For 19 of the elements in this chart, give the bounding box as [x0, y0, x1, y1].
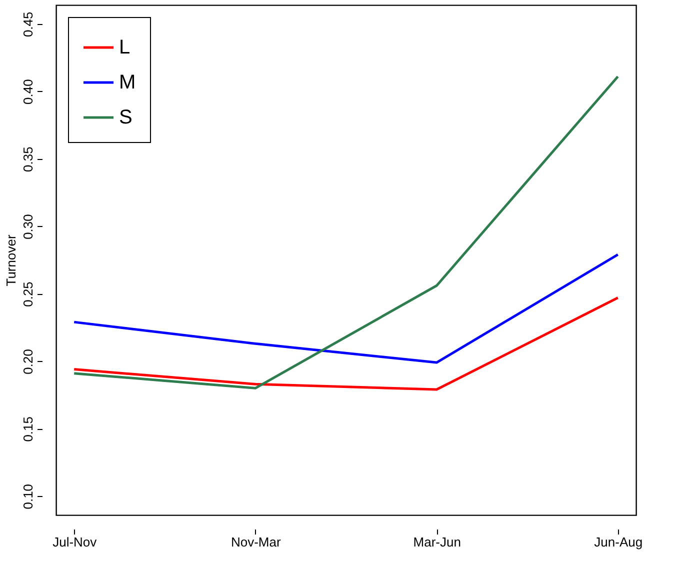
- line-series: [72, 296, 620, 391]
- line-series: [72, 75, 620, 390]
- line-series: [72, 253, 620, 364]
- x-tick-label: Jul-Nov: [52, 534, 98, 550]
- y-tick-label: 0.25: [20, 282, 36, 307]
- y-tick-label: 0.10: [20, 484, 36, 510]
- y-tick-label: 0.15: [20, 416, 36, 442]
- y-tick-label: 0.20: [20, 349, 36, 374]
- y-tick-label: 0.45: [20, 12, 36, 38]
- y-tick-label: 0.40: [20, 79, 36, 105]
- x-tick-label: Jun-Aug: [594, 534, 643, 550]
- legend-label: S: [119, 106, 132, 128]
- legend-label: L: [119, 36, 130, 58]
- y-axis-title: Turnover: [4, 234, 18, 286]
- y-tick-label: 0.30: [20, 214, 36, 240]
- legend-label: M: [119, 72, 136, 94]
- x-tick-label: Nov-Mar: [230, 534, 282, 550]
- x-tick-label: Mar-Jun: [413, 534, 461, 550]
- y-tick-label: 0.35: [20, 146, 36, 172]
